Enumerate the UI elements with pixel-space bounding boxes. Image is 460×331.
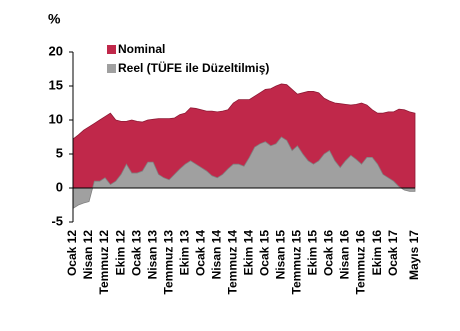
y-tick-label: 15 [49,77,63,92]
x-tick-label: Ocak 15 [258,230,272,276]
legend-swatch [107,64,116,73]
x-tick-label: Ocak 14 [193,230,207,276]
legend-label: Reel (TÜFE ile Düzeltilmiş) [118,60,269,75]
x-tick-label: Ocak 17 [386,230,400,276]
x-tick-label: Temmuz 15 [290,230,304,295]
x-tick-label: Temmuz 16 [354,230,368,295]
y-tick-label: -5 [51,213,63,228]
x-tick-label: Ekim 12 [113,230,127,276]
x-tick-label: Nisan 14 [209,230,223,280]
y-tick-label: 0 [56,179,63,194]
x-tick-label: Ocak 16 [322,230,336,276]
y-tick-label: 5 [56,145,63,160]
legend-label: Nominal [118,42,165,56]
x-tick-label: Mayıs 17 [407,230,421,280]
x-tick-label: Ekim 16 [370,230,384,276]
y-tick-label: 10 [49,111,63,126]
x-tick-label: Nisan 12 [81,230,95,280]
x-tick-label: Ocak 12 [65,230,79,276]
y-unit: % [48,11,61,27]
x-tick-label: Ekim 13 [177,230,191,276]
x-tick-label: Temmuz 12 [97,230,111,295]
area-1 [72,136,416,210]
x-tick-label: Ekim 15 [306,230,320,276]
x-tick-label: Nisan 13 [145,230,159,280]
x-tick-label: Temmuz 13 [161,230,175,295]
x-tick-label: Temmuz 14 [225,230,239,295]
x-tick-label: Ocak 13 [129,230,143,276]
y-tick-label: 20 [49,43,63,58]
legend-swatch [107,45,116,54]
x-tick-label: Nisan 15 [274,230,288,280]
x-tick-label: Nisan 16 [338,230,352,280]
x-tick-label: Ekim 14 [242,230,256,276]
